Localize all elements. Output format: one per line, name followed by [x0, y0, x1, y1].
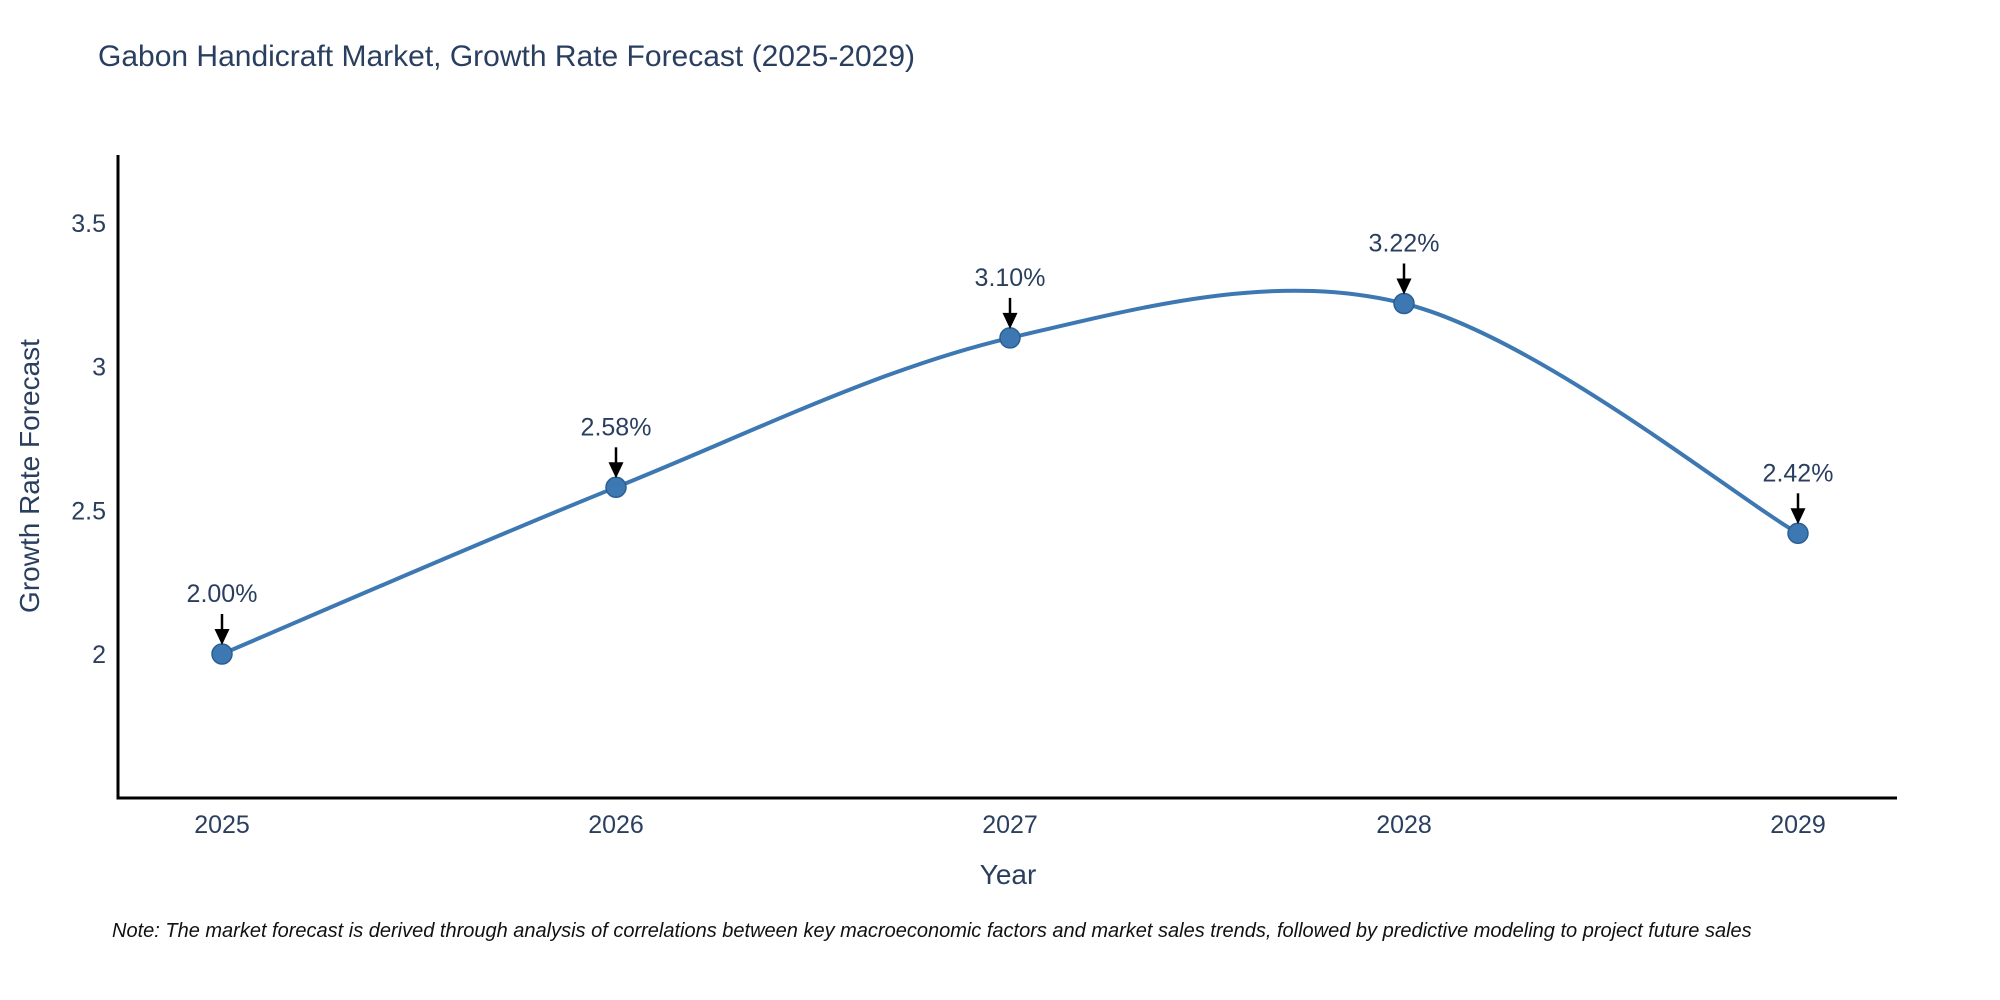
data-point-marker: [605, 476, 627, 499]
x-tick-label: 2029: [1770, 811, 1826, 839]
data-point-marker: [1787, 522, 1809, 545]
y-tick-label: 2: [92, 641, 106, 669]
y-tick-label: 3.5: [71, 210, 106, 238]
annotation-arrowhead-icon: [1396, 278, 1412, 295]
y-tick-label: 3: [92, 354, 106, 382]
annotation-arrowhead-icon: [608, 462, 624, 479]
chart-title: Gabon Handicraft Market, Growth Rate For…: [98, 40, 916, 73]
data-point-marker: [211, 643, 233, 665]
x-tick-label: 2028: [1376, 811, 1432, 839]
data-point-label: 2.00%: [187, 580, 258, 608]
x-tick-label: 2026: [588, 811, 644, 839]
data-point-label: 2.42%: [1763, 459, 1834, 487]
data-point-label: 3.10%: [975, 264, 1046, 292]
data-point-label: 2.58%: [581, 413, 652, 441]
x-tick-label: 2025: [194, 811, 250, 839]
annotation-arrowhead-icon: [1002, 312, 1018, 329]
x-axis-title: Year: [979, 859, 1037, 890]
footnote: Note: The market forecast is derived thr…: [112, 920, 1752, 942]
y-tick-label: 2.5: [71, 497, 106, 525]
data-point-marker: [1393, 292, 1415, 315]
data-point-marker: [999, 327, 1021, 349]
x-tick-label: 2027: [982, 811, 1038, 839]
annotation-arrowhead-icon: [1790, 508, 1806, 525]
data-point-label: 3.22%: [1369, 230, 1440, 258]
annotation-arrowhead-icon: [214, 629, 230, 645]
